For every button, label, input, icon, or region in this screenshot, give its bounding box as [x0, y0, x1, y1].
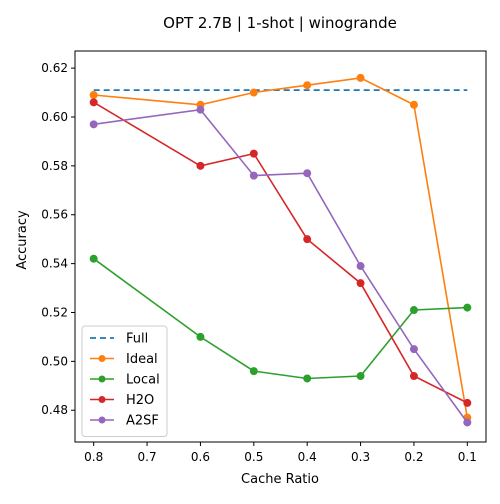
y-axis-label: Accuracy — [15, 210, 30, 270]
x-tick-label: 0.6 — [191, 450, 210, 464]
y-tick-label: 0.58 — [41, 159, 68, 173]
data-point-h2o — [303, 235, 312, 244]
y-tick-label: 0.52 — [41, 305, 68, 319]
legend-marker-local — [98, 375, 106, 383]
data-point-a2sf — [89, 120, 98, 129]
data-point-local — [303, 374, 312, 383]
chart-title: OPT 2.7B | 1-shot | winogrande — [163, 14, 397, 32]
legend-label-local: Local — [126, 373, 160, 388]
plot-frame — [74, 50, 487, 443]
legend-label-h2o: H2O — [126, 393, 154, 408]
data-point-h2o — [196, 161, 205, 170]
legend-box — [81, 325, 168, 437]
x-axis-label: Cache Ratio — [241, 472, 319, 487]
y-tick-label: 0.60 — [41, 110, 68, 124]
data-point-ideal — [89, 90, 98, 99]
data-point-local — [409, 306, 418, 315]
data-point-ideal — [409, 100, 418, 109]
data-point-local — [356, 372, 365, 381]
data-point-local — [463, 303, 472, 312]
x-tick-label: 0.5 — [244, 450, 263, 464]
data-point-a2sf — [196, 105, 205, 114]
x-tick-label: 0.1 — [458, 450, 477, 464]
data-point-a2sf — [409, 345, 418, 354]
legend-marker-h2o — [98, 396, 106, 403]
data-point-local — [249, 367, 258, 376]
x-tick-label: 0.8 — [84, 450, 103, 464]
legend-marker-a2sf — [98, 416, 106, 424]
legend-label-ideal: Ideal — [126, 352, 158, 367]
data-point-h2o — [356, 279, 365, 288]
y-tick-label: 0.48 — [41, 403, 68, 417]
y-tick-label: 0.62 — [41, 61, 68, 75]
data-point-a2sf — [463, 418, 472, 427]
data-point-a2sf — [249, 171, 258, 180]
y-tick-label: 0.54 — [41, 257, 68, 271]
x-tick-label: 0.2 — [404, 450, 423, 464]
data-point-ideal — [356, 73, 365, 82]
data-point-h2o — [463, 398, 472, 407]
data-point-h2o — [249, 149, 258, 158]
data-point-h2o — [89, 98, 98, 107]
legend-label-full: Full — [126, 332, 148, 347]
y-tick-label: 0.50 — [41, 354, 68, 368]
x-tick-label: 0.4 — [298, 450, 317, 464]
data-point-ideal — [249, 88, 258, 97]
data-point-a2sf — [356, 262, 365, 271]
plot-area: 0.8 0.7 0.6 0.5 0.4 0.3 0.2 0.1 0.48 0.50 0.52 0.54… — [41, 50, 487, 464]
legend-label-a2sf: A2SF — [126, 414, 159, 429]
legend-marker-ideal — [98, 355, 106, 362]
data-point-ideal — [303, 81, 312, 90]
x-tick-label: 0.3 — [351, 450, 370, 464]
data-point-local — [196, 332, 205, 341]
data-point-local — [89, 254, 98, 263]
data-point-a2sf — [303, 169, 312, 178]
y-tick-label: 0.56 — [41, 208, 68, 222]
data-point-h2o — [409, 372, 418, 381]
x-tick-label: 0.7 — [138, 450, 157, 464]
